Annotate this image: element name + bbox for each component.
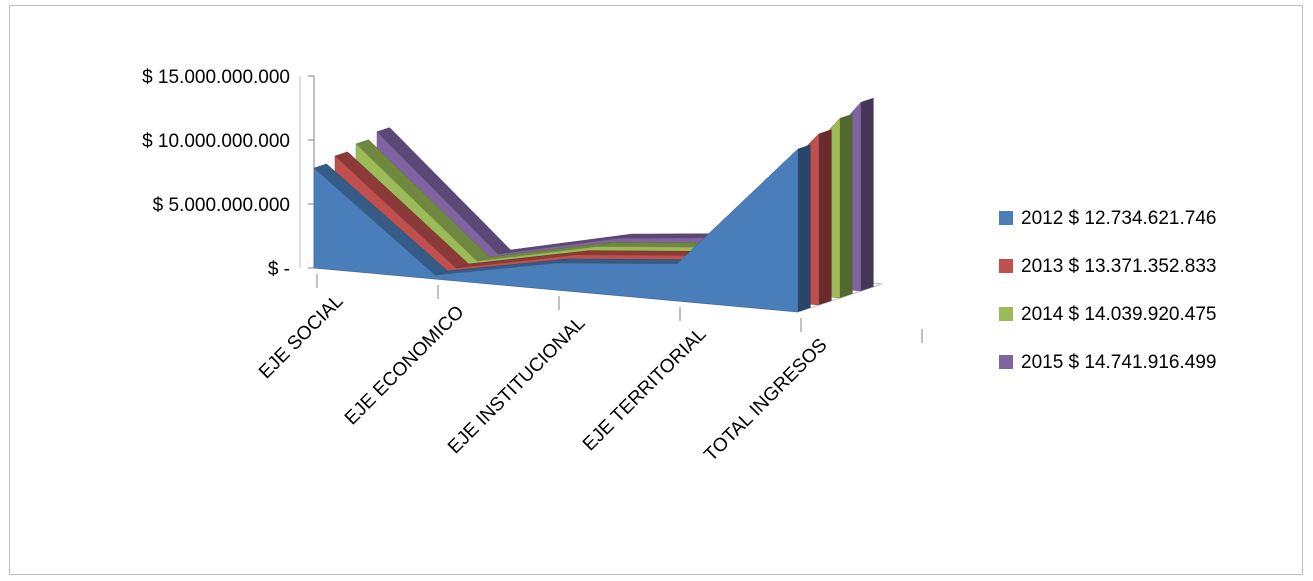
legend-swatch	[999, 355, 1013, 369]
x-tick-label: TOTAL INGRESOS	[700, 335, 831, 466]
x-tick-label: EJE TERRITORIAL	[579, 324, 711, 456]
y-tick-label: $ 10.000.000.000	[142, 131, 290, 152]
series-end-cap	[819, 129, 832, 305]
legend-label: 2013 $ 13.371.352.833	[1021, 256, 1216, 277]
legend-swatch	[999, 307, 1013, 321]
legend-label: 2015 $ 14.741.916.499	[1021, 352, 1216, 373]
legend-label: 2012 $ 12.734.621.746	[1021, 208, 1216, 229]
series-end-cap	[798, 144, 811, 312]
y-tick-label: $ 5.000.000.000	[153, 195, 290, 216]
legend-label: 2014 $ 14.039.920.475	[1021, 304, 1216, 325]
x-tick-label: EJE ECONOMICO	[341, 302, 469, 430]
x-tick-label: EJE SOCIAL	[255, 291, 348, 384]
legend-swatch	[999, 259, 1013, 273]
y-tick-label: $ 15.000.000.000	[142, 67, 290, 88]
series-area-0	[313, 144, 811, 313]
y-tick-label: $ -	[268, 259, 290, 280]
series-end-cap	[861, 98, 874, 291]
legend-swatch	[999, 211, 1013, 225]
chart-frame	[9, 5, 1303, 575]
series-end-cap	[840, 114, 853, 298]
x-tick-label: EJE INSTITUCIONAL	[444, 313, 589, 458]
